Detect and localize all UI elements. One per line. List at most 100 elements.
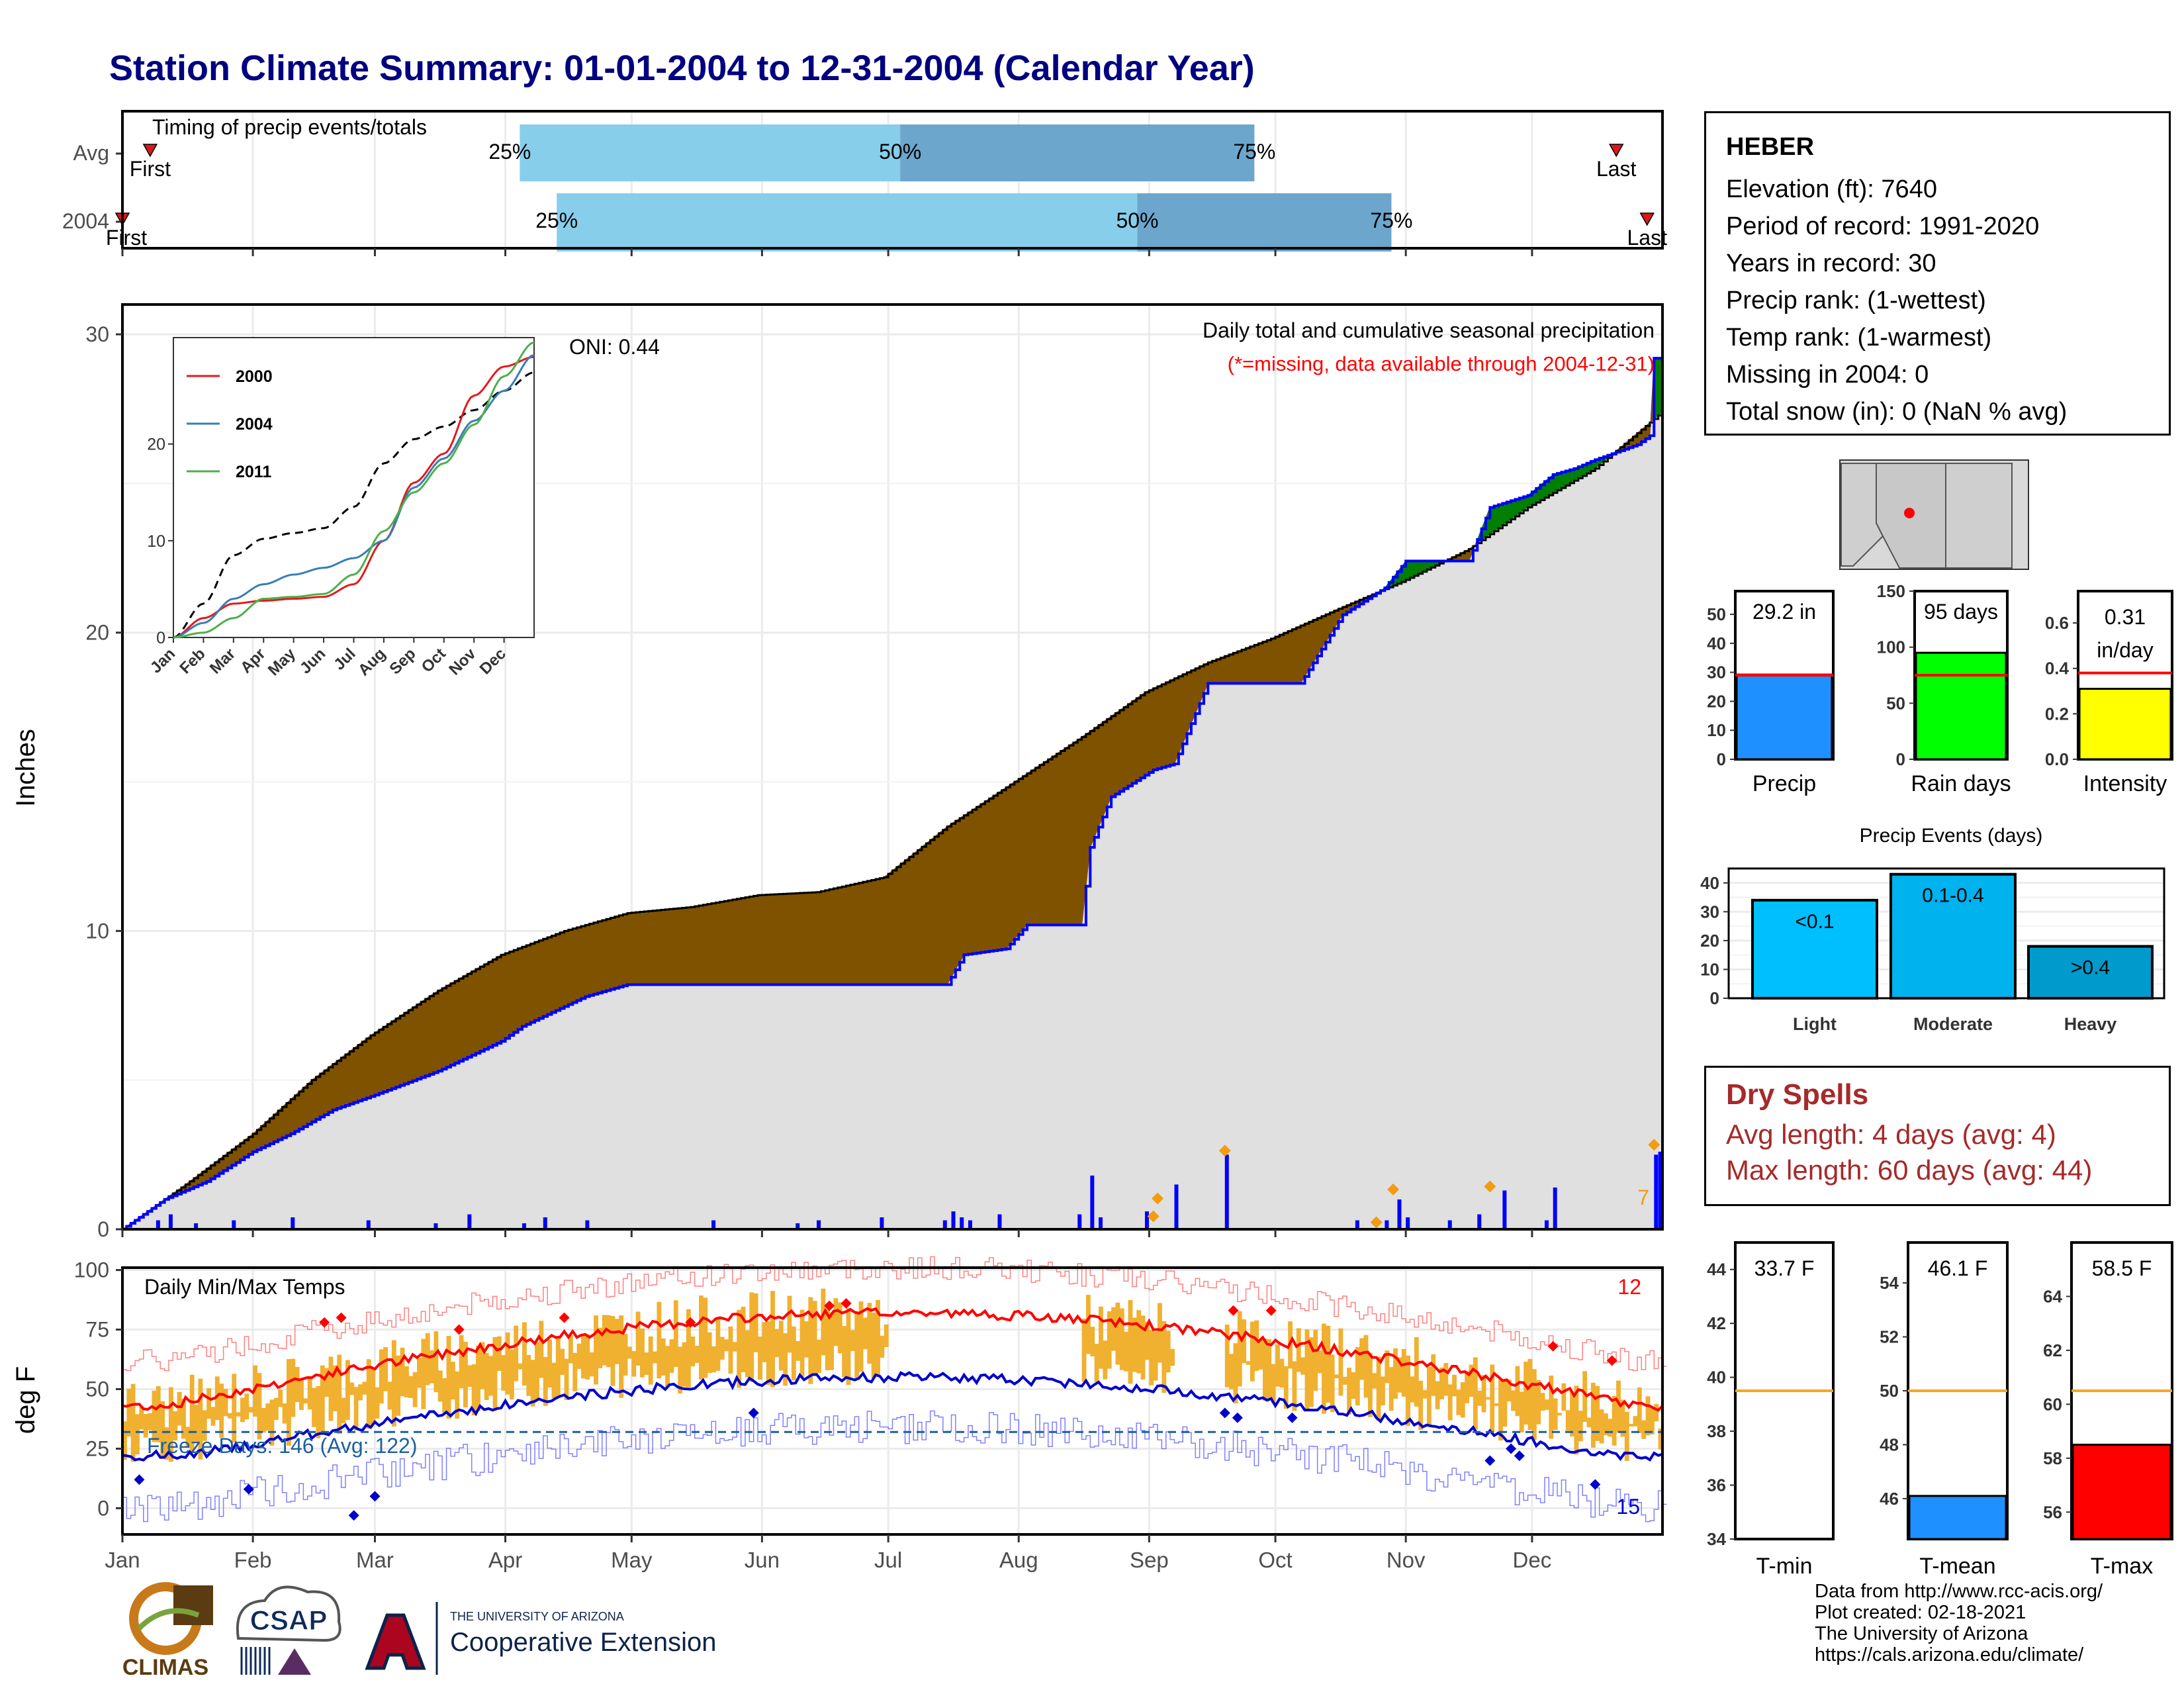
credit-plot-created: Plot created: 02-18-2021: [1815, 1602, 2026, 1623]
temp-daily-range-bar: [337, 1354, 342, 1434]
temp-daily-range-bar: [1654, 1403, 1659, 1422]
timing-pct-25: 25%: [488, 140, 531, 164]
temp-daily-range-bar: [189, 1374, 195, 1453]
events-category-label: Moderate: [1913, 1014, 1993, 1034]
temp-daily-range-bar: [1540, 1393, 1545, 1411]
temp-daily-range-bar: [1170, 1348, 1175, 1366]
map-station-dot: [1904, 508, 1915, 518]
temp-daily-range-bar: [1460, 1382, 1465, 1418]
temp-summary-ytick-label: 60: [2043, 1394, 2062, 1414]
station-snow: Total snow (in): 0 (NaN % avg): [1726, 398, 2068, 426]
temp-daily-range-bar: [173, 1411, 178, 1440]
temp-summary-label: T-max: [2091, 1554, 2153, 1579]
temp-daily-range-bar: [1267, 1339, 1272, 1399]
temp-daily-range-bar: [560, 1348, 565, 1376]
temp-daily-range-bar: [619, 1315, 624, 1398]
events-border: [1727, 867, 2165, 1000]
temp-daily-range-bar: [673, 1300, 678, 1368]
temp-daily-range-bar: [737, 1309, 742, 1388]
csap-logo-text: CSAP: [250, 1605, 328, 1636]
temp-daily-range-bar: [135, 1414, 140, 1454]
temp-daily-range-bar: [248, 1407, 253, 1413]
events-ytick-label: 0: [1710, 988, 1719, 1008]
precip-daily-bar: [1090, 1175, 1095, 1229]
temp-daily-range-bar: [1515, 1366, 1520, 1417]
inset-avg-line: [173, 371, 535, 639]
temp-daily-range-bar: [459, 1335, 464, 1388]
temp-daily-range-bar: [1511, 1390, 1516, 1411]
temp-daily-range-bar: [1490, 1364, 1495, 1433]
temp-daily-range-bar: [286, 1359, 291, 1446]
temp-daily-range-bar: [829, 1312, 834, 1370]
inset-ytick-label: 20: [147, 436, 165, 454]
temp-daily-range-bar: [1599, 1409, 1604, 1444]
ua-logo-a: [365, 1613, 426, 1670]
temp-daily-range-bar: [1465, 1370, 1470, 1403]
temp-daily-range-bar: [375, 1387, 380, 1419]
temp-daily-range-bar: [572, 1352, 578, 1391]
temp-daily-range-bar: [1099, 1306, 1103, 1369]
temp-daily-range-bar: [614, 1319, 619, 1364]
temp-daily-range-bar: [530, 1360, 535, 1407]
temp-daily-range-bar: [1144, 1321, 1150, 1360]
temp-daily-range-bar: [366, 1359, 371, 1429]
summary-bar-precip: [1735, 673, 1833, 761]
ua-logo-bottom-text: Cooperative Extension: [450, 1628, 716, 1657]
temp-daily-range-bar: [753, 1293, 758, 1352]
temp-daily-range-bar: [1477, 1390, 1482, 1406]
temp-daily-range-bar: [455, 1371, 460, 1419]
temp-daily-range-bar: [320, 1365, 325, 1432]
temp-daily-range-bar: [433, 1331, 439, 1393]
precip-daily-bar: [1355, 1220, 1359, 1229]
temp-summary-ytick-label: 58: [2043, 1448, 2062, 1468]
temp-daily-range-bar: [476, 1345, 480, 1411]
temp-daily-range-bar: [1233, 1343, 1238, 1404]
temp-daily-range-bar: [1549, 1376, 1554, 1439]
temp-daily-range-bar: [269, 1399, 275, 1446]
temp-daily-range-bar: [1161, 1321, 1167, 1393]
temp-daily-range-bar: [1649, 1407, 1655, 1434]
temp-daily-range-bar: [539, 1321, 544, 1378]
temp-summary-label: T-min: [1756, 1554, 1813, 1579]
temp-daily-range-bar: [1590, 1382, 1596, 1448]
temp-daily-range-bar: [728, 1326, 733, 1374]
credit-data-source: Data from http://www.rcc-acis.org/: [1815, 1581, 2103, 1602]
temp-daily-range-bar: [1246, 1361, 1251, 1365]
precip-daily-bar: [1447, 1220, 1452, 1229]
inset-bg: [173, 337, 535, 638]
climas-logo-swoosh: [137, 1608, 200, 1630]
summary-bar-rain-days: [1915, 651, 2007, 761]
temp-daily-range-bar: [1124, 1331, 1129, 1372]
temp-daily-range-bar: [1401, 1348, 1406, 1397]
temp-daily-range-bar: [307, 1378, 312, 1410]
temp-daily-range-bar: [312, 1387, 316, 1427]
summary-ytick-label: 30: [1707, 663, 1726, 682]
temp-daily-range-bar: [202, 1410, 207, 1441]
temp-daily-range-bar: [1165, 1331, 1171, 1373]
temp-daily-range-bar: [1107, 1311, 1112, 1369]
inset-legend-label: 2004: [236, 415, 273, 434]
precip-daily-bar: [585, 1220, 590, 1229]
temp-daily-range-bar: [610, 1316, 615, 1386]
summary-ytick-label: 150: [1877, 581, 1905, 601]
temp-summary-ytick-label: 48: [1880, 1434, 1899, 1454]
precip-daily-bar: [1385, 1220, 1389, 1229]
temp-daily-range-bar: [568, 1335, 573, 1364]
temp-daily-range-bar: [1578, 1411, 1583, 1442]
precip-ytick-label: 10: [85, 919, 109, 943]
temp-daily-range-bar: [1338, 1328, 1343, 1396]
temp-panel-bg: [122, 1268, 1662, 1534]
precip-daily-bar: [817, 1220, 821, 1229]
temp-daily-range-bar: [791, 1326, 796, 1381]
temp-daily-range-bar: [206, 1388, 212, 1419]
summary-ytick-label: 0.6: [2045, 613, 2069, 633]
month-axis-label: Jun: [745, 1548, 780, 1572]
precip-ylabel: Inches: [11, 729, 40, 807]
events-bar-label: <0.1: [1795, 911, 1834, 933]
dry-spells-avg: Avg length: 4 days (avg: 4): [1726, 1119, 2056, 1150]
temp-record-low-marker: [243, 1483, 254, 1495]
temp-daily-range-bar: [585, 1334, 590, 1380]
inset-legend-label: 2000: [236, 367, 273, 386]
station-elevation: Elevation (ft): 7640: [1726, 175, 1937, 203]
